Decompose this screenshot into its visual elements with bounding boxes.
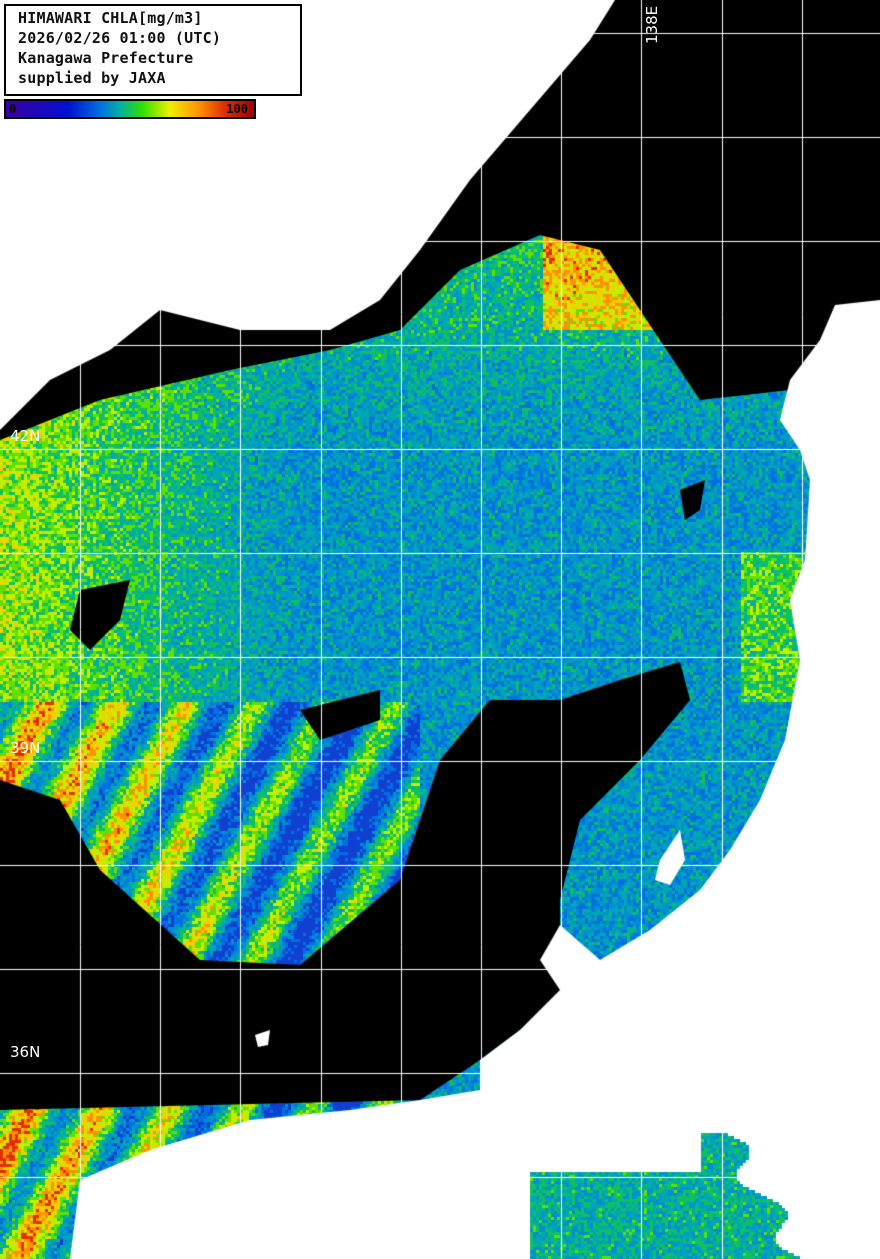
lat-label-36n: 36N xyxy=(10,1043,41,1061)
title-box: HIMAWARI CHLA[mg/m3] 2026/02/26 01:00 (U… xyxy=(4,4,302,96)
colorbar: 0 100 xyxy=(4,99,256,119)
colorbar-min: 0 xyxy=(9,102,17,116)
title-product: HIMAWARI CHLA[mg/m3] xyxy=(18,9,203,27)
lat-label-39n: 39N xyxy=(10,739,41,757)
lon-label-138e: 138E xyxy=(643,5,661,44)
title-datetime: 2026/02/26 01:00 (UTC) xyxy=(18,29,222,47)
colorbar-max: 100 xyxy=(226,102,248,116)
title-organization: Kanagawa Prefecture xyxy=(18,49,194,67)
title-source: supplied by JAXA xyxy=(18,69,166,87)
lat-label-42n: 42N xyxy=(10,427,41,445)
